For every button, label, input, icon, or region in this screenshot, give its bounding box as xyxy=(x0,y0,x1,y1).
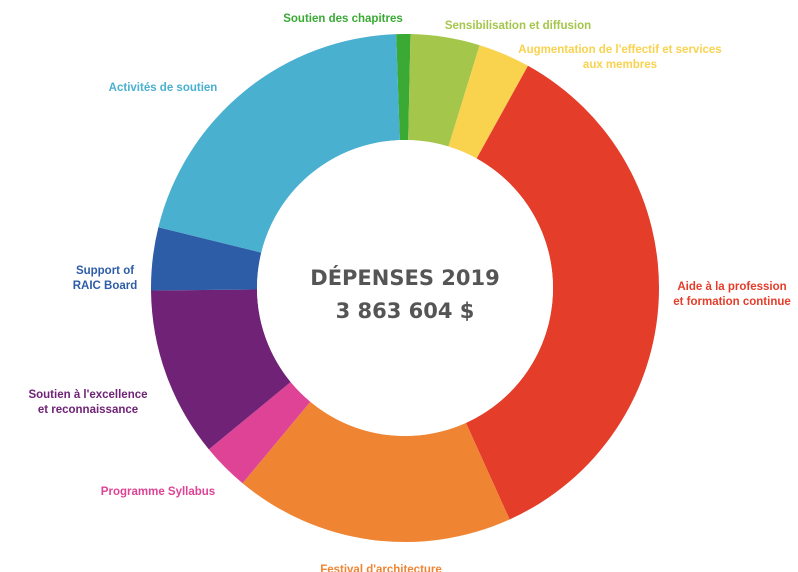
slice-5 xyxy=(208,382,311,484)
slice-label-7-line-0: Support of xyxy=(76,265,134,277)
slice-label-3-line-1: et formation continue xyxy=(673,296,791,308)
donut-hole xyxy=(257,140,553,436)
slice-0 xyxy=(396,33,411,141)
chart-title: DÉPENSES 2019 xyxy=(310,265,499,290)
slice-7 xyxy=(150,227,262,291)
slice-label-2-line-1: aux membres xyxy=(583,59,657,71)
slice-8 xyxy=(158,34,400,253)
slice-label-1-line-0: Sensibilisation et diffusion xyxy=(445,20,591,32)
slice-label-6-line-1: et reconnaissance xyxy=(38,404,138,416)
slice-label-8-line-0: Activités de soutien xyxy=(109,82,218,94)
slice-label-3-line-0: Aide à la profession xyxy=(677,281,786,293)
slices-group xyxy=(150,33,660,543)
slice-2 xyxy=(448,45,528,159)
slice-label-0-line-0: Soutien des chapitres xyxy=(283,13,403,25)
slice-label-4-line-0: Festival d'architecture xyxy=(320,564,442,572)
slice-1 xyxy=(408,34,480,147)
slice-4 xyxy=(242,401,510,543)
chart-total: 3 863 604 $ xyxy=(336,299,475,323)
slice-label-6-line-0: Soutien à l'excellence xyxy=(28,389,147,401)
slice-label-2-line-0: Augmentation de l'effectif et services xyxy=(518,44,721,56)
slice-label-7-line-1: RAIC Board xyxy=(73,280,138,292)
slice-label-5-line-0: Programme Syllabus xyxy=(101,486,215,498)
slice-3 xyxy=(465,65,660,520)
labels-group: Soutien des chapitres Sensibilisation et … xyxy=(28,13,790,572)
slice-6 xyxy=(151,289,291,450)
